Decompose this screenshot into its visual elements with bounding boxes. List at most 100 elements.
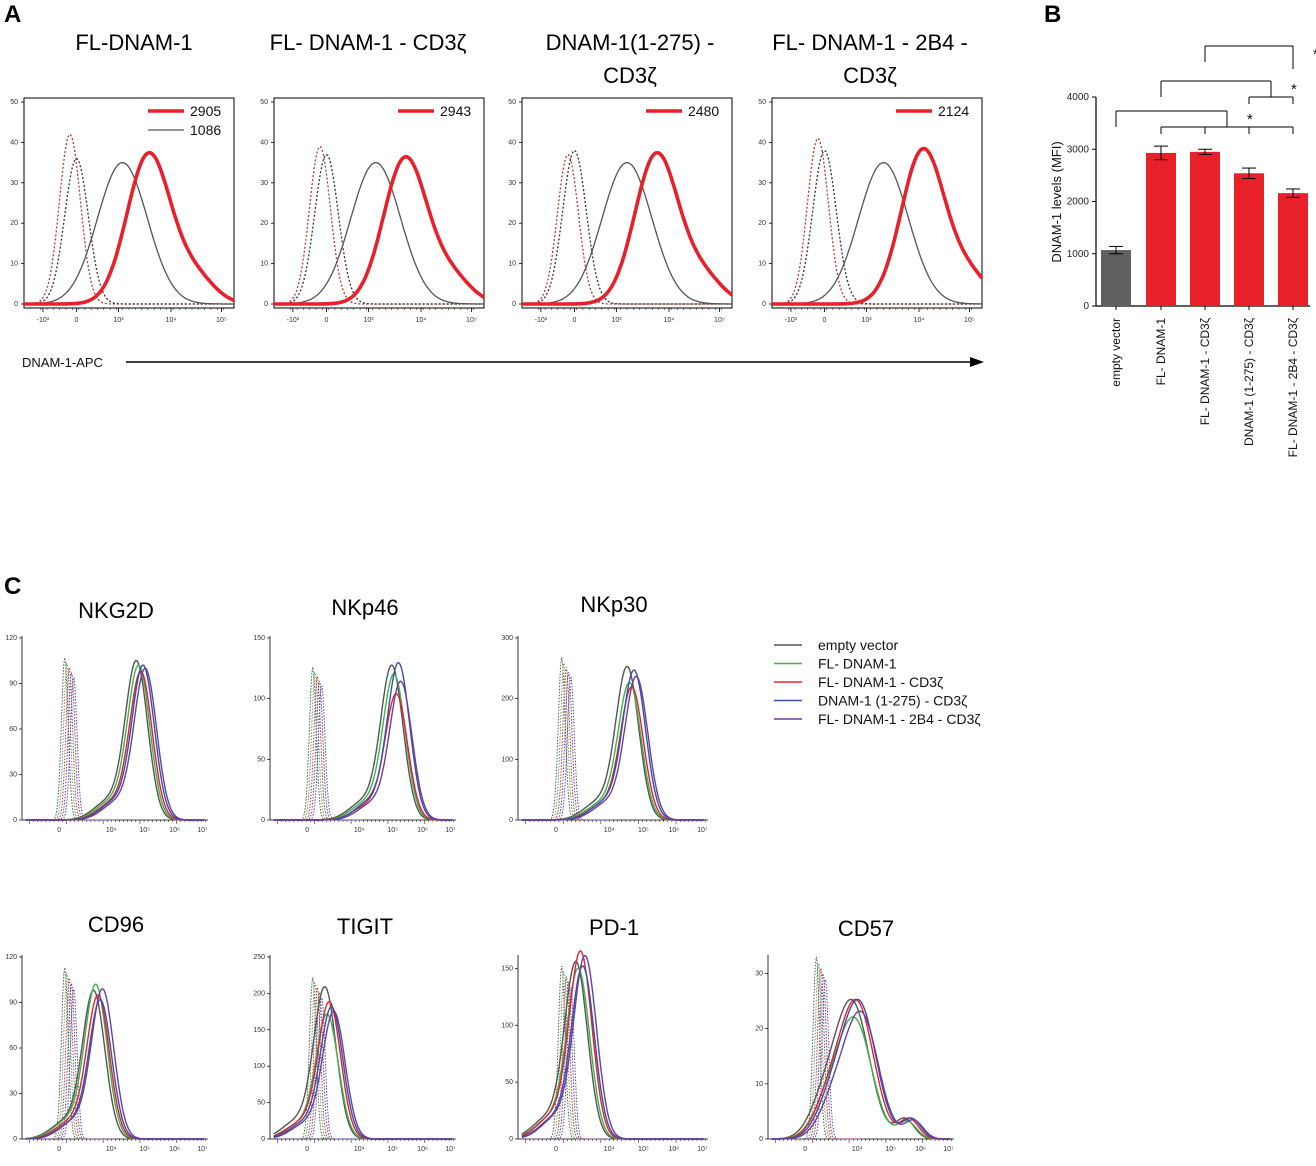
x-tick-label: 10⁷ [697,1146,708,1153]
sample-curve-5 [25,988,205,1140]
isotype-empty-curve [522,149,732,305]
x-tick-label: 10⁵ [638,827,649,834]
y-tick-label: 100 [501,756,513,763]
category-label: empty vector [1109,318,1123,387]
plot-frame [771,97,983,309]
legend-label: FL- DNAM-1 - CD3ζ [818,674,943,690]
histogram-a-title: FL- DNAM-1 - 2B4 - [772,30,968,55]
y-tick-label: 10 [10,261,18,268]
y-tick-label: 30 [260,180,268,187]
x-tick-label: 10⁴ [852,1146,863,1153]
panel-letter-c: C [4,573,21,600]
y-tick-label: 100 [253,1063,265,1070]
x-tick-label: 10⁵ [139,827,150,834]
histogram-c-title: CD57 [838,916,894,941]
sample-curve-3 [771,998,951,1140]
histogram-c-title: PD-1 [589,915,639,940]
histogram-a-title: CD3ζ [843,63,897,88]
x-tick-label: 0 [57,827,61,834]
x-tick-label: 10³ [611,317,622,324]
y-tick-label: 60 [9,726,17,733]
isotype-curve-3 [279,676,363,821]
x-tick-label: 10⁶ [668,1146,679,1153]
sample-curve-3 [521,950,705,1140]
legend-mfi-label: 2943 [440,103,471,119]
category-label: FL- DNAM-1 [1154,318,1168,386]
empty-vector-curve [522,161,732,305]
histogram-c-tigit: TIGIT 0 50 100 150 200 250 0 10⁴ 10⁵ 10⁶ 10⁷ [253,914,456,1153]
histogram-a-2: FL- DNAM-1 - CD3ζ 0 10 20 30 40 50 -10³ 0 10³ 10⁴ 1… [260,30,485,324]
x-tick-label: -10³ [785,317,798,324]
histogram-c-nkp46: NKp46 0 50 100 150 0 10⁴ 10⁵ 10⁶ 10⁷ [253,595,456,834]
sample-curve-3 [521,686,705,821]
histogram-c-title: CD96 [88,912,144,937]
panel-letter-a: A [4,1,21,28]
isotype-curve-1 [279,667,363,821]
histogram-a-3: DNAM-1(1-275) - CD3ζ 0 10 20 30 40 50 -10³ 0 10³ 10… [508,30,734,324]
y-tick-label: 100 [253,696,265,703]
isotype-empty-curve [24,157,234,305]
y-tick-label: 30 [755,971,763,978]
y-tick-label: 50 [758,99,766,106]
histogram-c-nkg2d: NKG2D 0 30 60 90 120 0 10⁴ 10⁵ 10⁶ 10⁷ [5,598,208,834]
x-axis-arrow-head [970,357,984,367]
x-tick-label: -10³ [37,317,50,324]
isotype-curve-4 [279,680,363,821]
y-tick-label: 20 [10,220,18,227]
x-tick-label: 10⁵ [216,317,227,324]
y-tick-label: 90 [9,1000,17,1007]
y-tick-label: 10 [260,261,268,268]
legend-mfi-label: 1086 [190,122,221,138]
x-tick-label: 0 [57,1146,61,1153]
panel-letter-b: B [1044,1,1061,28]
x-tick-label: 10⁴ [914,317,925,324]
x-tick-label: 10⁷ [197,827,208,834]
y-tick-label: 90 [9,681,17,688]
isotype-curve-1 [279,977,363,1140]
y-tick-label: 50 [505,1079,513,1086]
x-tick-label: 10⁴ [604,1146,615,1153]
isotype-curve-5 [279,685,363,821]
y-tick-label: 0 [509,1136,513,1143]
x-tick-label: 0 [305,1146,309,1153]
legend-mfi-label: 2124 [938,103,969,119]
category-label: FL- DNAM-1 - 2B4 - CD3ζ [1286,317,1300,457]
sample-curve-4 [25,664,205,821]
isotype-curve-5 [777,978,861,1140]
y-tick-label: 40 [10,139,18,146]
y-tick-label: 0 [264,301,268,308]
y-tick-label: 20 [508,220,516,227]
x-tick-label: 10³ [113,317,124,324]
legend-label: FL- DNAM-1 - 2B4 - CD3ζ [818,711,981,727]
y-tick-label: 50 [257,1100,265,1107]
y-tick-label: 0 [509,817,513,824]
legend-label: DNAM-1 (1-275) - CD3ζ [818,693,967,709]
y-tick-label: 0 [762,301,766,308]
histogram-a-title: FL- DNAM-1 - CD3ζ [270,30,467,55]
x-tick-label: 10⁴ [106,1146,117,1153]
isotype-control-curve [772,137,982,305]
sample-curve-2 [273,1013,453,1140]
x-tick-label: 10⁵ [638,1146,649,1153]
y-tick-label: 20 [260,220,268,227]
construct-curve [24,150,235,306]
y-tick-label: 60 [9,1045,17,1052]
sample-curve-5 [273,680,453,821]
x-tick-label: 0 [554,1146,558,1153]
sample-curve-5 [771,1010,951,1140]
construct-curve [274,155,485,306]
y-tick-label: 4000 [1067,92,1090,103]
y-tick-label: 300 [501,635,513,642]
y-tick-label: 250 [253,954,265,961]
significance-star: * [1247,111,1253,128]
legend-label: empty vector [818,637,898,653]
y-tick-label: 30 [508,180,516,187]
significance-star: * [1313,46,1316,63]
isotype-curve-2 [31,662,115,821]
isotype-curve-2 [31,972,115,1140]
histogram-c-title: TIGIT [337,914,393,939]
x-tick-label: 0 [573,317,577,324]
x-tick-label: 10⁵ [714,317,725,324]
y-tick-label: 0 [1083,301,1089,312]
